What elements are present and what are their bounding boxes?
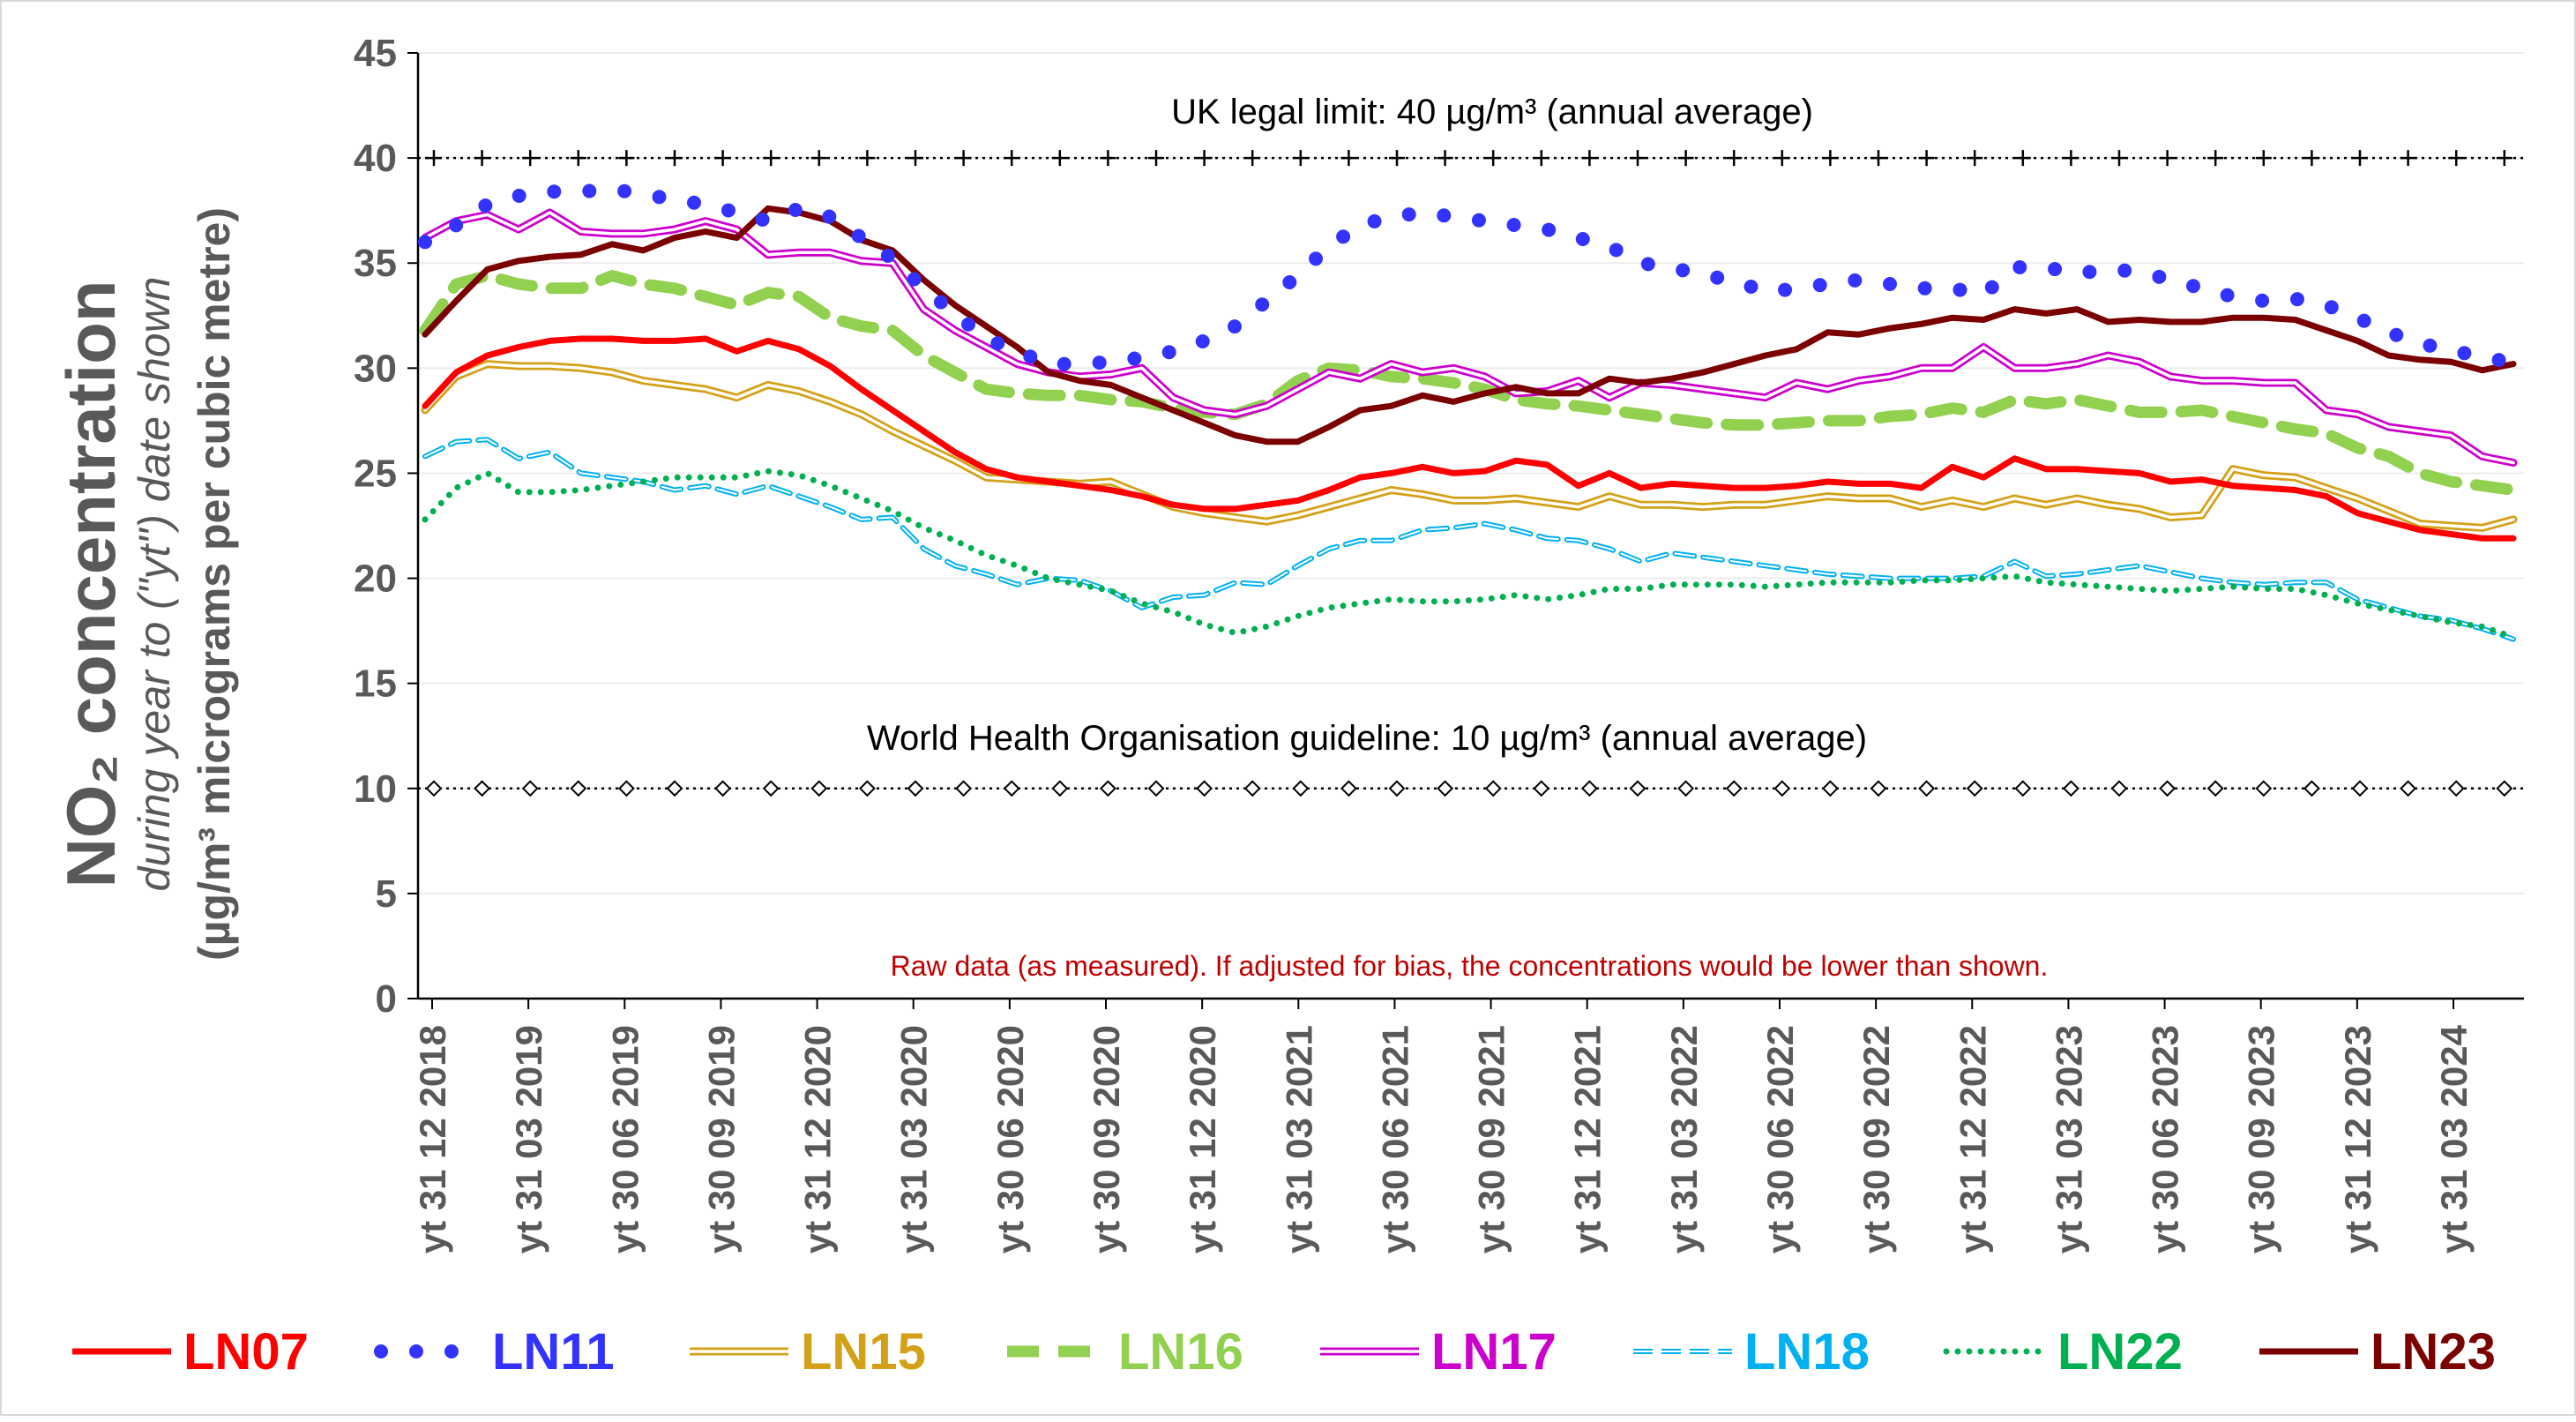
legend-item-ln17: LN17 [1320,1323,1557,1381]
x-tick-label: yt 31 12 2020 [1182,1025,1223,1254]
y-tick-label: 25 [354,452,397,495]
x-tick-label: yt 31 12 2018 [412,1025,453,1254]
x-tick-label: yt 31 03 2019 [508,1025,549,1254]
legend-item-ln07: LN07 [72,1323,309,1381]
x-tick-label: yt 30 06 2020 [989,1025,1031,1254]
legend-label: LN16 [1118,1323,1243,1381]
y-tick-label: 45 [354,32,397,75]
legend-item-ln11: LN11 [374,1323,615,1381]
labels: NO₂ concentration during year to ("yt") … [52,93,2048,982]
legend-label: LN11 [492,1323,615,1381]
x-tick-label: yt 31 03 2020 [893,1025,935,1254]
legend-item-ln18: LN18 [1633,1323,1870,1381]
y-tick-label: 5 [376,872,397,916]
legend-label: LN23 [2371,1323,2496,1381]
x-tick-label: yt 30 09 2022 [1855,1025,1897,1254]
series-line-ln23 [422,205,2517,445]
x-tick-label: yt 31 03 2023 [2048,1025,2089,1254]
reference-lines [418,150,2524,797]
y-tick-label: 20 [354,558,397,601]
x-tick-label: yt 30 09 2021 [1471,1025,1512,1254]
series-line-ln11 [418,182,2520,371]
x-tick-label: yt 31 12 2021 [1567,1025,1609,1254]
series-ln22 [422,468,2517,640]
x-tick-label: yt 31 12 2023 [2337,1025,2378,1254]
axes: 0 5 10 15 20 25 30 35 40 45 yt 31 12 2018 yt 31 03 … [354,32,2524,1254]
y-axis-subtitle: during year to ("yt") date shown [130,277,179,892]
legend-item-ln22: LN22 [1943,1323,2183,1381]
uk-limit-label: UK legal limit: 40 µg/m³ (annual average… [1171,93,1813,131]
x-tick-label: yt 30 06 2019 [604,1025,646,1254]
series-ln11 [418,182,2520,371]
y-tick-label: 30 [354,347,397,390]
series-ln23 [422,205,2517,445]
legend-item-ln16: LN16 [1007,1323,1243,1381]
legend-label: LN07 [183,1323,309,1381]
x-tick-label: yt 30 09 2020 [1086,1025,1127,1254]
legend-item-ln15: LN15 [690,1323,926,1381]
legend-label: LN17 [1431,1323,1557,1381]
legend-item-ln23: LN23 [2259,1323,2496,1381]
x-tick-label: yt 31 12 2020 [797,1025,839,1254]
series-lines [418,182,2520,642]
series-line-ln17 [421,208,2518,467]
y-axis-units: (µg/m³ micrograms per cubic metre) [190,207,239,961]
y-tick-label: 35 [354,242,397,285]
series-line-ln17-inner [423,211,2515,465]
y-axis-title: NO₂ concentration [52,280,130,887]
reference-markers-10 [425,780,2513,797]
series-line-ln16 [419,270,2520,496]
legend: LN07 LN11 LN15 LN16 LN17 LN18 LN22 LN23 [72,1323,2496,1381]
series-ln18 [422,437,2516,642]
series-line-ln15-inner [423,362,2515,530]
series-line-ln22 [422,468,2517,640]
x-tick-label: yt 31 03 2021 [1278,1025,1319,1254]
who-guideline-label: World Health Organisation guideline: 10 … [867,719,1867,758]
legend-label: LN22 [2057,1323,2183,1381]
x-tick-label: yt 30 06 2022 [1759,1025,1801,1254]
x-tick-label: yt 31 03 2022 [1663,1025,1705,1254]
x-tick-label: yt 31 03 2024 [2433,1024,2475,1254]
series-ln16 [419,270,2520,496]
x-tick-label: yt 30 06 2023 [2145,1025,2186,1254]
x-tick-label: yt 30 09 2019 [700,1025,742,1254]
bias-note: Raw data (as measured). If adjusted for … [891,950,2049,982]
reference-markers-40 [426,150,2513,167]
series-line-ln18-inner [424,438,2514,640]
series-ln15 [421,360,2518,532]
y-tick-label: 10 [354,767,397,811]
series-line-ln07 [422,335,2517,542]
x-tick-label: yt 30 06 2021 [1374,1025,1415,1254]
x-tick-label: yt 31 12 2022 [1952,1025,1993,1254]
legend-label: LN15 [801,1323,926,1381]
y-tick-label: 15 [354,662,397,706]
y-tick-label: 0 [376,977,397,1021]
x-tick-label: yt 30 09 2023 [2241,1025,2282,1254]
legend-label: LN18 [1744,1323,1870,1381]
series-ln07 [422,335,2517,542]
series-ln17 [421,208,2518,467]
y-tick-label: 40 [354,137,397,180]
